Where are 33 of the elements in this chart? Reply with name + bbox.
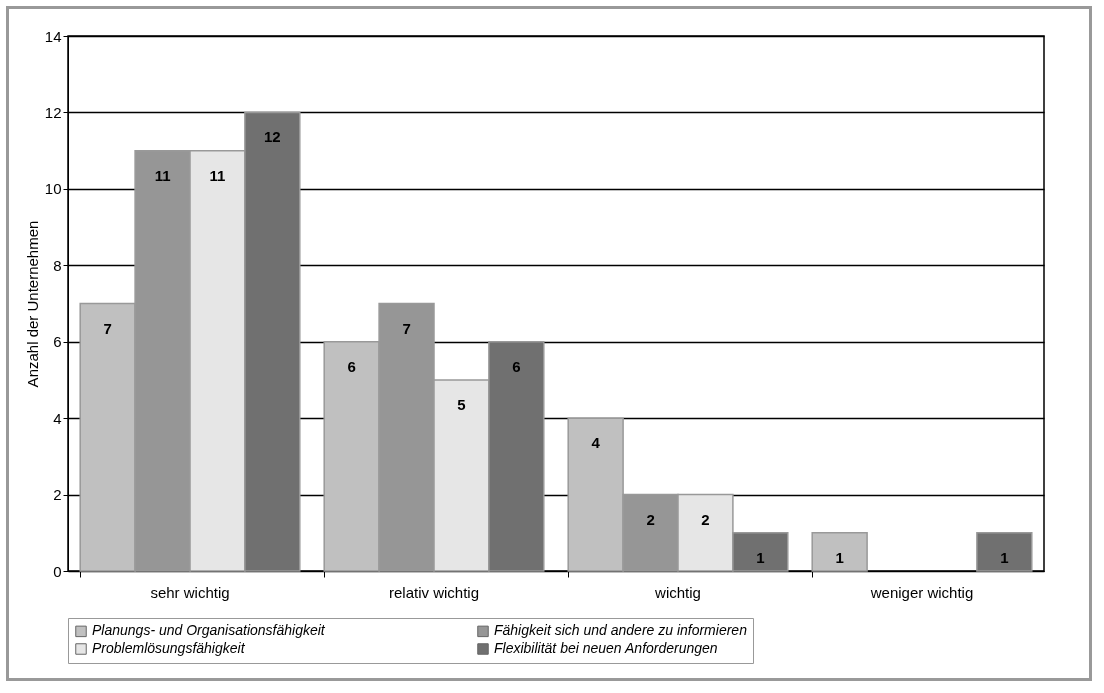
legend-label: Fähigkeit sich und andere zu informieren (494, 622, 748, 639)
y-tick-label: 14 (44, 27, 62, 45)
y-tick-label: 12 (44, 103, 62, 121)
data-label: 7 (103, 319, 112, 337)
y-tick-label: 2 (53, 486, 62, 504)
y-tick-label: 8 (53, 256, 62, 274)
data-label: 12 (264, 128, 281, 146)
x-tick-label: sehr wichtig (150, 583, 230, 601)
bar (811, 532, 868, 572)
data-label: 1 (1000, 548, 1009, 566)
y-tick-label: 4 (53, 409, 62, 427)
data-label: 6 (347, 357, 356, 375)
y-tick-label: 0 (53, 562, 62, 580)
x-tick-label: wichtig (654, 583, 701, 601)
legend-label: Problemlösungsfähigkeit (92, 640, 246, 656)
data-label: 7 (402, 319, 411, 337)
data-label: 11 (154, 166, 171, 184)
data-label: 1 (756, 548, 765, 566)
bar (976, 532, 1033, 572)
legend-label: Planungs- und Organisationsfähigkeit (92, 622, 326, 639)
data-label: 5 (457, 395, 466, 413)
data-label: 4 (591, 434, 601, 452)
data-label: 11 (209, 166, 226, 184)
x-tick-label: relativ wichtig (388, 583, 480, 601)
data-label: 6 (512, 357, 521, 375)
legend-label: Flexibilität bei neuen Anforderungen (494, 640, 718, 656)
y-tick-label: 6 (53, 333, 62, 351)
y-tick-label: 10 (44, 180, 62, 198)
data-label: 2 (701, 510, 710, 528)
y-axis-title: Anzahl der Unternehmen (23, 220, 41, 388)
data-label: 1 (835, 548, 844, 566)
x-tick-label: weniger wichtig (869, 583, 974, 601)
data-label: 2 (646, 510, 655, 528)
